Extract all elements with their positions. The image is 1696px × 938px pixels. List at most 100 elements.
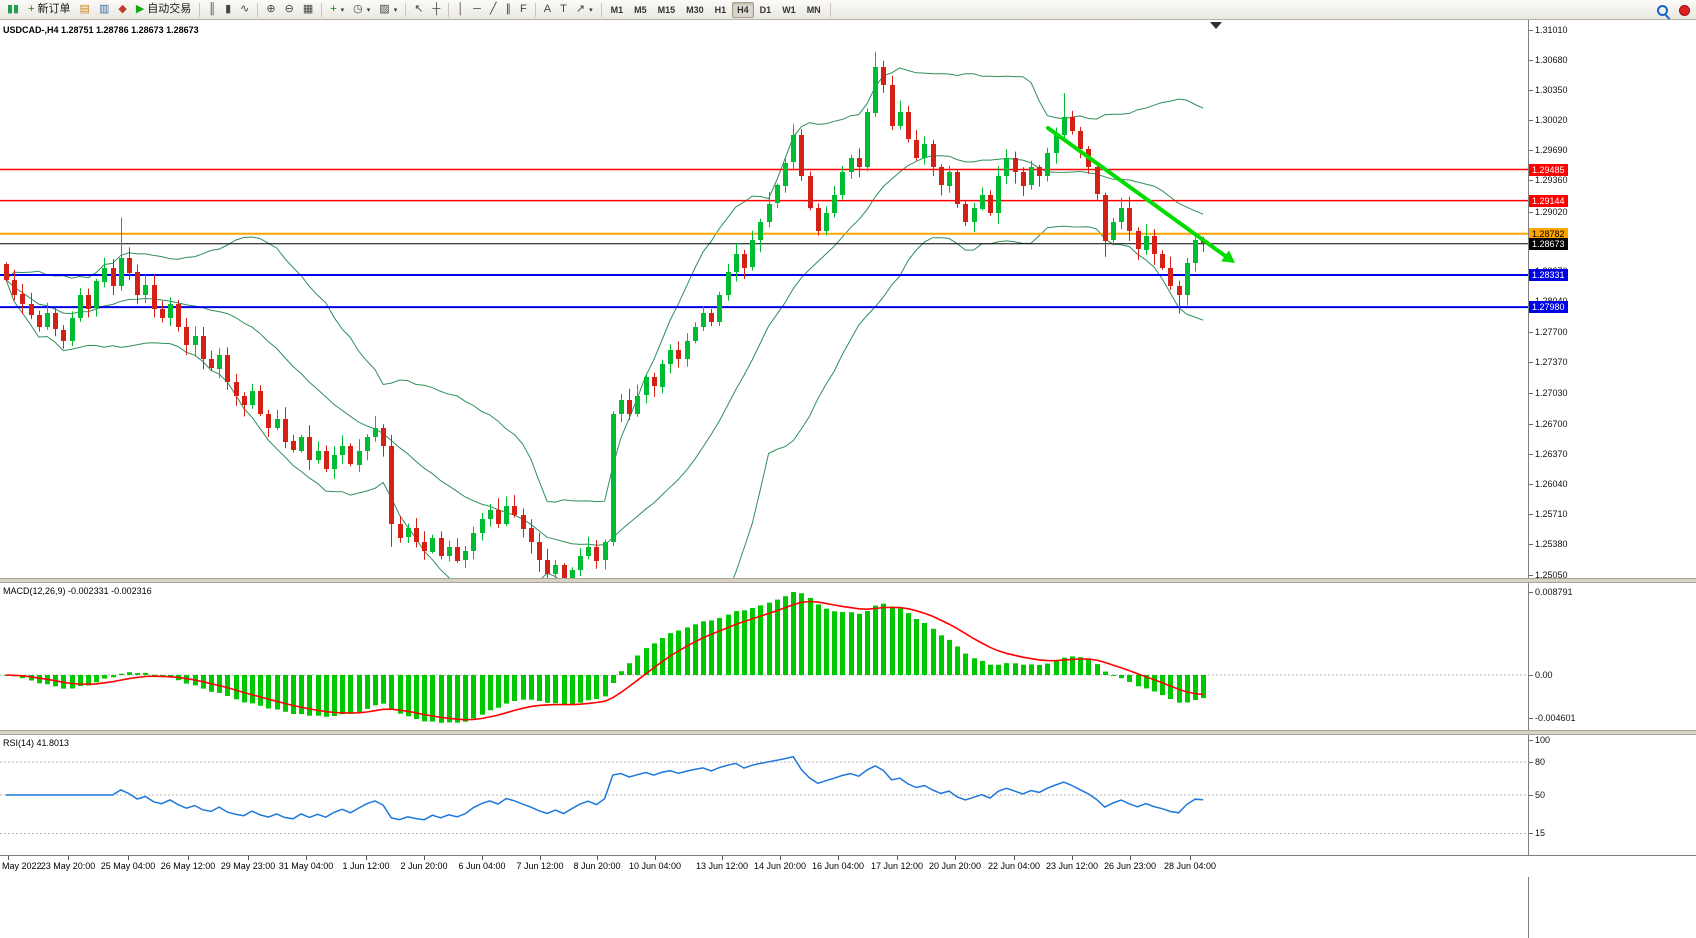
time-label: 26 May 12:00 <box>160 861 216 871</box>
macd-panel-canvas[interactable] <box>0 583 1528 730</box>
crosshair-icon[interactable]: ┼ <box>428 1 444 18</box>
rsi-panel-canvas[interactable] <box>0 735 1528 855</box>
arrows-icon[interactable]: ↗ ▾ <box>572 1 597 18</box>
timeframe-w1-button[interactable]: W1 <box>782 4 796 15</box>
new-order-button-label: 新订单 <box>37 3 71 15</box>
main-chart-canvas[interactable] <box>0 20 1528 578</box>
bar-chart-type-icon[interactable]: ║ <box>204 1 220 18</box>
time-label: 23 May 20:00 <box>40 861 96 871</box>
chevron-down-icon: ▾ <box>393 6 398 14</box>
zoom-out-icon: ⊖ <box>284 3 294 15</box>
terminal-chart-icon[interactable]: ▮▮ <box>3 1 23 18</box>
vertical-line-icon[interactable]: │ <box>453 1 468 18</box>
price-tag-1.28673: 1.28673 <box>1529 237 1568 250</box>
chart-window-icon[interactable]: ▤ <box>76 1 94 18</box>
price-axis[interactable]: 1.31010 1.30680 1.30350 1.30020 1.29690 1.293… <box>1528 20 1696 938</box>
profiles-icon[interactable]: ▥ <box>95 1 113 18</box>
price-scale-label: 1.25710 <box>1529 509 1568 520</box>
zoom-in-icon[interactable]: ⊕ <box>262 1 279 18</box>
trendline-icon[interactable]: ╱ <box>486 1 501 18</box>
bar-chart-type-icon: ║ <box>208 3 217 15</box>
trendline-icon: ╱ <box>489 3 497 15</box>
timeframe-m15-button[interactable]: M15 <box>657 4 676 15</box>
time-tick <box>128 856 129 860</box>
trend-arrow[interactable] <box>1046 126 1235 263</box>
timeframe-m30-button[interactable]: M30 <box>686 4 704 15</box>
price-tag-1.29485: 1.29485 <box>1529 163 1568 176</box>
rsi-scale-label: 100 <box>1528 734 1551 745</box>
timeframe-mn-button[interactable]: MN <box>806 4 821 15</box>
new-order-button[interactable]: + 新订单 <box>24 1 74 18</box>
timeframe-h4-button[interactable]: H4 <box>732 1 754 18</box>
time-label: 8 Jun 20:00 <box>573 861 621 871</box>
zoom-in-icon: ⊕ <box>266 3 276 15</box>
timeframe-d1-button[interactable]: D1 <box>759 4 772 15</box>
time-tick <box>366 856 367 860</box>
time-label: 28 Jun 04:00 <box>1163 861 1217 871</box>
price-scale-label: 1.25050 <box>1529 569 1568 580</box>
tile-windows-icon[interactable]: ▦ <box>299 1 317 18</box>
price-scale-label: 1.30020 <box>1529 115 1568 125</box>
time-label: 13 Jun 12:00 <box>695 861 749 871</box>
price-scale-label: 1.29690 <box>1529 145 1568 156</box>
alerts-icon[interactable]: ◆ <box>114 1 130 18</box>
time-tick <box>955 856 956 860</box>
time-axis[interactable]: May 2022 23 May 20:00 25 May 04:00 26 May 1… <box>0 855 1696 877</box>
autotrading-icon: ▶ <box>135 3 145 15</box>
time-tick <box>8 856 9 860</box>
time-tick <box>838 856 839 860</box>
channel-icon[interactable]: ∥ <box>502 1 516 18</box>
text-label-icon[interactable]: T <box>556 1 571 18</box>
zoom-out-icon[interactable]: ⊖ <box>281 1 298 18</box>
search-icon[interactable] <box>1656 4 1670 18</box>
time-tick <box>1190 856 1191 860</box>
cursor-icon[interactable]: ↖ <box>410 1 427 18</box>
price-scale-label: 1.26370 <box>1529 448 1568 459</box>
time-label: 6 Jun 04:00 <box>458 861 506 871</box>
timeframe-m1-button[interactable]: M1 <box>610 4 624 15</box>
macd-label: MACD(12,26,9) -0.002331 -0.002316 <box>3 586 152 596</box>
autotrading-button-label: 自动交易 <box>147 3 192 15</box>
indicators-icon: + <box>330 3 337 15</box>
toolbar-right-group <box>1656 3 1690 18</box>
horizontal-line-icon[interactable]: ─ <box>469 1 485 18</box>
chevron-down-icon: ▾ <box>340 6 345 14</box>
templates-icon[interactable]: ▨ ▾ <box>375 1 401 18</box>
fibonacci-icon[interactable]: F <box>516 1 531 18</box>
time-tick <box>482 856 483 860</box>
candlestick-chart-type-icon[interactable]: ▮ <box>221 1 235 18</box>
time-tick <box>1072 856 1073 860</box>
rsi-scale-label: 15 <box>1528 828 1546 838</box>
new-order-icon: + <box>28 3 35 15</box>
macd-signal-line <box>5 600 1204 721</box>
toolbar-separator <box>534 2 536 17</box>
crosshair-icon: ┼ <box>432 3 441 15</box>
periods-icon[interactable]: ◷ ▾ <box>349 1 374 18</box>
chevron-down-icon: ▾ <box>589 6 593 14</box>
toolbar: ▮▮ + 新订单 ▤ ▥ ◆ ▶ 自动交易 ║ ▮ ∿ ⊕ ⊖ ▦ + ▾ ◷ ▾ ▨ ▾ ↖ ┼ │ ─ ╱ ∥ F A T ↗ ▾ M1 M… <box>0 0 1696 20</box>
text-icon[interactable]: A <box>540 1 555 18</box>
horizontal-line-icon: ─ <box>473 3 481 15</box>
time-tick <box>188 856 189 860</box>
timeframe-h1-button[interactable]: H1 <box>714 4 727 15</box>
price-scale-label: 1.26700 <box>1529 418 1568 429</box>
panel-splitter[interactable] <box>0 730 1696 735</box>
price-scale-label: 1.27370 <box>1529 357 1568 368</box>
indicators-icon[interactable]: + ▾ <box>326 1 348 18</box>
periods-icon: ◷ <box>353 3 363 15</box>
price-scale-label: 1.25380 <box>1529 539 1568 550</box>
toolbar-separator <box>321 2 323 17</box>
price-scale-label: 1.27700 <box>1529 327 1568 338</box>
notification-badge-icon[interactable] <box>1679 5 1690 16</box>
rsi-scale-label: 50 <box>1528 789 1546 800</box>
autotrading-button[interactable]: ▶ 自动交易 <box>132 1 195 18</box>
macd-scale-label: 0.00 <box>1529 669 1553 680</box>
line-chart-type-icon[interactable]: ∿ <box>236 1 253 18</box>
timeframe-m5-button[interactable]: M5 <box>634 4 647 15</box>
rsi-scale-label: 80 <box>1528 756 1546 767</box>
price-scale-label: 1.30680 <box>1529 54 1568 65</box>
shift-marker-icon[interactable] <box>1210 22 1222 29</box>
time-label: 1 Jun 12:00 <box>342 861 390 871</box>
panel-splitter[interactable] <box>0 578 1696 583</box>
